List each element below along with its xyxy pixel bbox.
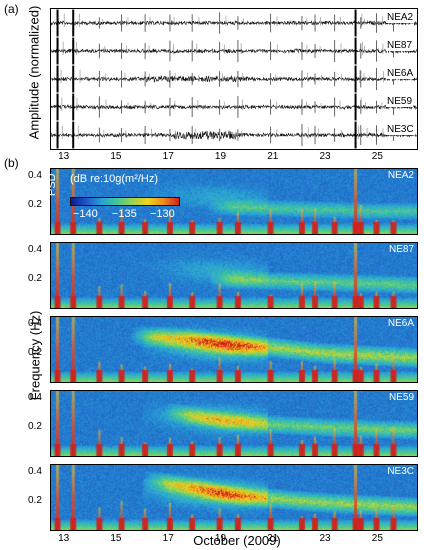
spectrogram-x-tick-label: 17: [162, 533, 174, 544]
waveform-station-label: NEA2: [386, 12, 415, 23]
waveform-plot: [51, 9, 417, 149]
waveform-x-tick-label: 15: [110, 151, 122, 162]
waveform-panel: [50, 8, 418, 150]
colorbar-tick-label: −135: [112, 208, 137, 220]
colorbar-psd-label: PSD: [46, 173, 58, 196]
spectrogram-y-tick-label: 0.4: [28, 392, 42, 404]
waveform-x-tick-label: 25: [371, 151, 383, 162]
panel-a-ylabel: Amplitude (normalized): [26, 5, 42, 140]
spectrogram-x-tick-label: 13: [58, 533, 70, 544]
waveform-station-label: NE6A: [386, 68, 415, 79]
spectrogram-ne3c: NE3C: [50, 464, 418, 531]
spectrogram-x-tick-label: 21: [267, 533, 279, 544]
spectrogram-x-tick-label: 25: [371, 533, 383, 544]
spectrogram-station-label: NE3C: [387, 466, 414, 477]
waveform-x-tick-label: 21: [267, 151, 279, 162]
spectrogram-canvas: [51, 243, 417, 308]
panel-a-label: (a): [4, 2, 19, 16]
spectrogram-y-tick-label: 0.4: [28, 170, 42, 182]
spectrogram-ne6a: NE6A: [50, 316, 418, 383]
waveform-trace-ne3c: [51, 130, 417, 141]
spectrogram-y-tick-label: 0.2: [28, 199, 42, 211]
colorbar: [70, 197, 180, 206]
spectrogram-canvas: [51, 317, 417, 382]
spectrogram-x-tick-label: 15: [110, 533, 122, 544]
spectrogram-station-label: NEA2: [387, 170, 414, 181]
spectrogram-station-label: NE59: [388, 392, 414, 403]
spectrogram-ne87: NE87: [50, 242, 418, 309]
waveform-x-tick-label: 17: [162, 151, 174, 162]
spectrogram-y-tick-label: 0.4: [28, 244, 42, 256]
waveform-x-tick-label: 19: [214, 151, 227, 162]
x-axis-title: October (2009): [193, 533, 281, 548]
spectrogram-y-tick-label: 0.2: [28, 421, 42, 433]
spectrogram-station-label: NE6A: [387, 318, 414, 329]
spectrogram-y-tick-label: 0.4: [28, 466, 42, 478]
waveform-station-label: NE3C: [386, 124, 415, 135]
panel-b-label: (b): [4, 156, 19, 170]
waveform-station-label: NE59: [386, 96, 414, 107]
spectrogram-canvas: [51, 465, 417, 530]
spectrogram-station-label: NE87: [388, 244, 414, 255]
waveform-station-label: NE87: [386, 40, 414, 51]
colorbar-title: (dB re:10g(m²/Hz): [70, 173, 159, 185]
spectrogram-y-tick-label: 0.2: [28, 347, 42, 359]
colorbar-tick-label: −140: [73, 208, 98, 220]
spectrogram-y-tick-label: 0.2: [28, 495, 42, 507]
colorbar-tick-label: −130: [150, 208, 175, 220]
spectrogram-canvas: [51, 391, 417, 456]
waveform-x-tick-label: 23: [319, 151, 331, 162]
waveform-x-tick-label: 13: [58, 151, 70, 162]
spectrogram-y-tick-label: 0.4: [28, 318, 42, 330]
spectrogram-ne59: NE59: [50, 390, 418, 457]
spectrogram-x-tick-label: 23: [319, 533, 331, 544]
spectrogram-y-tick-label: 0.2: [28, 273, 42, 285]
spectrogram-x-tick-label: 19: [214, 533, 227, 544]
